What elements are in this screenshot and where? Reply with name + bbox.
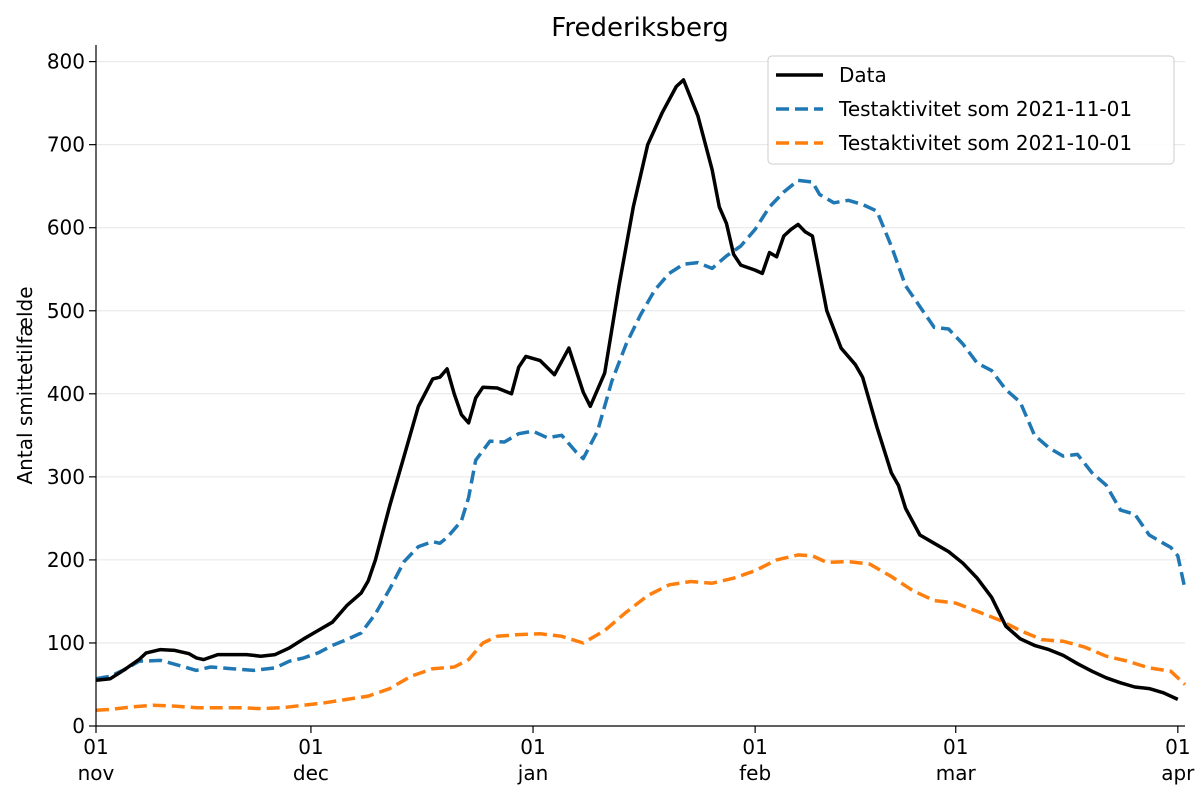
y-tick-label: 400: [47, 382, 85, 406]
x-tick-month-label: jan: [517, 761, 549, 785]
series-line-2: [95, 553, 1187, 712]
x-tick-day-label: 01: [943, 735, 968, 759]
y-tick-label: 800: [47, 50, 85, 74]
y-tick-label: 600: [47, 216, 85, 240]
series-lines: [95, 78, 1187, 712]
y-axis-label: Antal smittetilfælde: [13, 286, 37, 484]
x-tick-day-label: 01: [298, 735, 323, 759]
legend-label-1: Testaktivitet som 2021-11-01: [838, 97, 1132, 121]
y-ticks: 0 100 200 300 400 500 600 700 800: [47, 50, 96, 738]
y-tick-label: 200: [47, 548, 85, 572]
legend-frame: [767, 55, 1175, 165]
series-line-0: [95, 78, 1179, 701]
y-tick-label: 0: [72, 714, 85, 738]
y-tick-label: 500: [47, 299, 85, 323]
y-tick-label: 700: [47, 133, 85, 157]
x-tick-day-label: 01: [83, 735, 108, 759]
x-tick-day-label: 01: [742, 735, 767, 759]
axes: [95, 45, 1185, 727]
x-tick-month-label: apr: [1161, 761, 1195, 785]
x-tick-day-label: 01: [1165, 735, 1190, 759]
chart-title: Frederiksberg: [551, 13, 728, 43]
x-tick-month-label: mar: [936, 761, 977, 785]
series-line-1: [95, 178, 1187, 681]
y-tick-label: 100: [47, 631, 85, 655]
legend-label-2: Testaktivitet som 2021-10-01: [838, 131, 1132, 155]
grid: [96, 61, 1185, 727]
x-tick-month-label: nov: [78, 761, 115, 785]
y-tick-label: 300: [47, 465, 85, 489]
x-tick-month-label: feb: [739, 761, 771, 785]
x-tick-day-label: 01: [520, 735, 545, 759]
x-tick-month-label: dec: [293, 761, 329, 785]
legend-label-0: Data: [839, 63, 887, 87]
legend: Data Testaktivitet som 2021-11-01 Testakti…: [767, 55, 1175, 165]
